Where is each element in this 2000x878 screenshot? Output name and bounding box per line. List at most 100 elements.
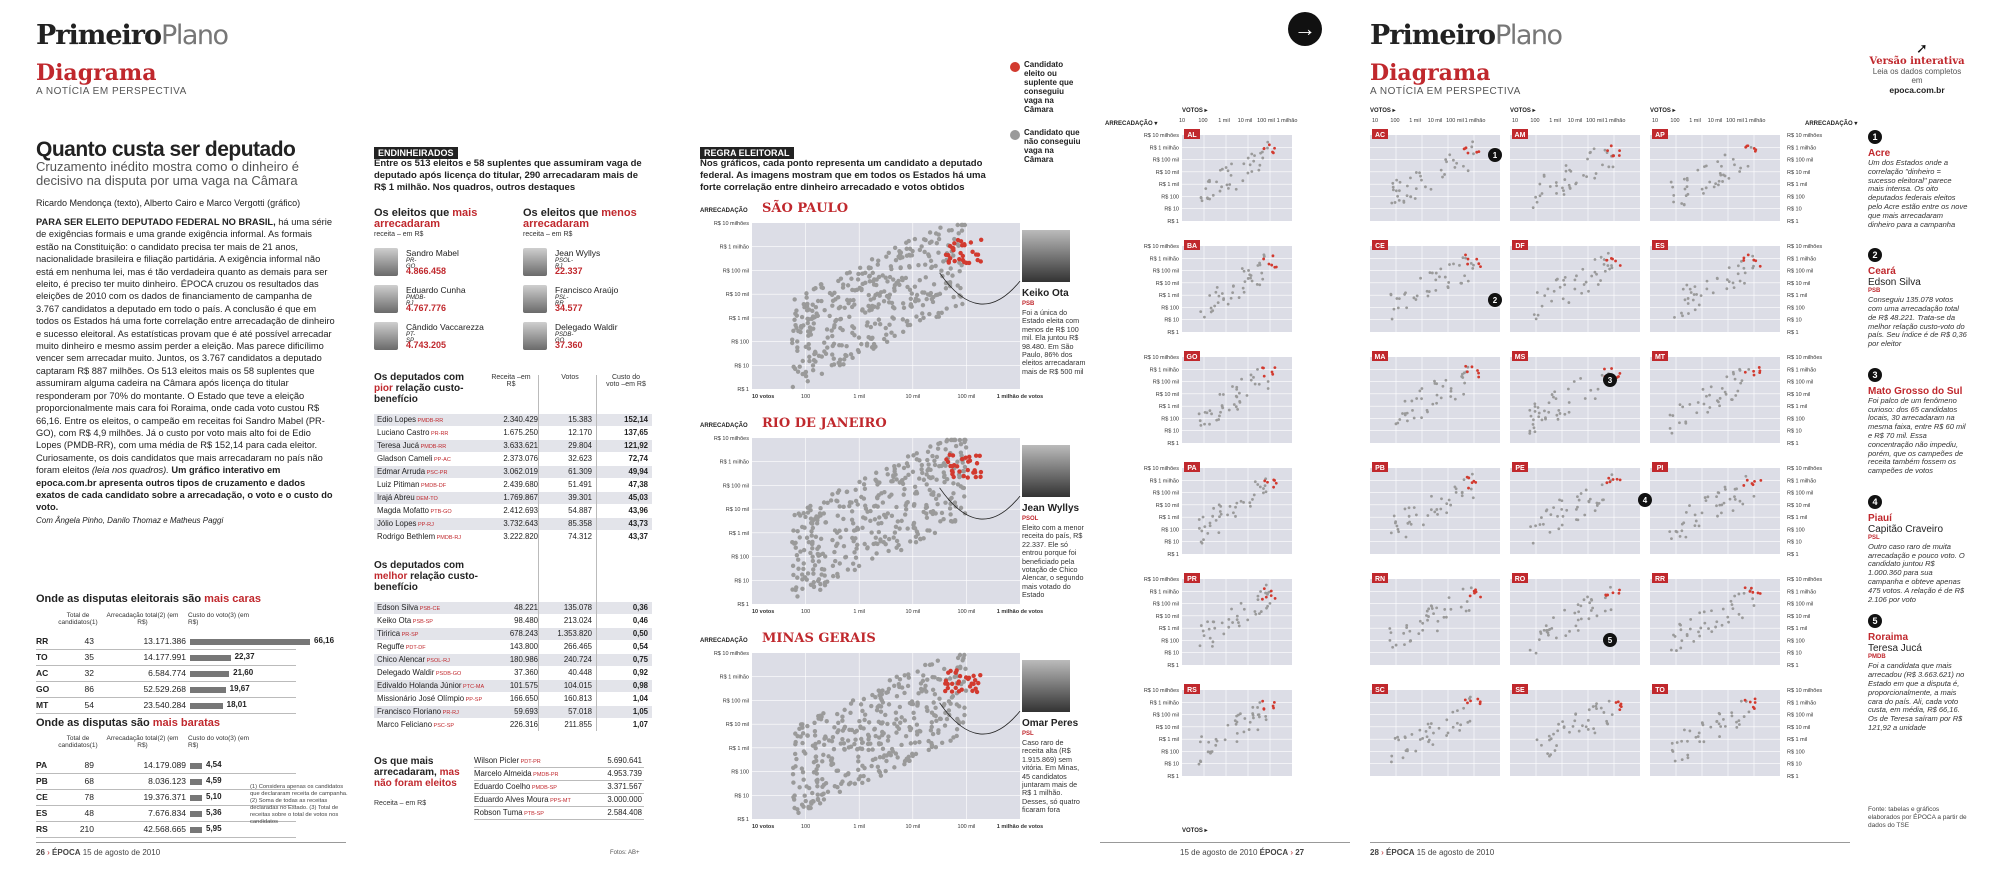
state-label: RS (1187, 687, 1197, 694)
candidate-dot-gray (900, 481, 906, 486)
candidate-dot-gray (1737, 723, 1741, 726)
candidate-dot-gray (958, 505, 964, 511)
candidate-dot-gray (936, 250, 941, 255)
candidate-dot-gray (1557, 408, 1561, 412)
candidate-dot-gray (1540, 192, 1544, 195)
candidate-dot-gray (815, 298, 821, 304)
y-tick: R$ 10 milhões (1144, 688, 1179, 694)
candidate-dot-gray (1266, 380, 1270, 383)
candidate-dot-gray (1259, 610, 1263, 613)
deputy-votos: 54.887 (568, 506, 592, 515)
candidate-dot-gray (1440, 497, 1443, 501)
candidate-dot-gray (1446, 731, 1450, 735)
candidate-dot-gray (870, 747, 875, 752)
candidate-dot-gray (894, 504, 899, 510)
candidate-dot-gray (1737, 719, 1741, 723)
candidate-dot-gray (792, 751, 798, 757)
candidate-dot-gray (914, 729, 920, 734)
candidate-dot-gray (909, 253, 915, 258)
candidate-dot-gray (1531, 423, 1535, 426)
candidate-dot-gray (1447, 498, 1451, 502)
candidate-dot-gray (1250, 170, 1254, 173)
candidate-dot-gray (1704, 186, 1708, 190)
y-tick: R$ 10 milhões (1144, 133, 1179, 139)
candidate-dot-gray (898, 720, 903, 725)
candidate-dot-gray (1534, 524, 1537, 528)
candidate-dot-gray (812, 563, 818, 568)
candidate-dot-gray (1678, 535, 1682, 538)
section-subtitle-right: A NOTÍCIA EM PERSPECTIVA (1370, 86, 1521, 97)
candidate-dot-gray (1688, 627, 1692, 631)
candidate-dot-gray (1702, 402, 1706, 406)
candidate-dot-gray (941, 259, 946, 264)
h-custo: Custo do voto –em R$ (606, 374, 646, 388)
candidate-dot-gray (1731, 157, 1735, 161)
candidate-dot-gray (950, 273, 955, 278)
candidate-dot-gray (1472, 263, 1475, 267)
candidate-dot-gray (904, 319, 909, 324)
y-tick: R$ 10 mil (726, 292, 749, 298)
x-tick: 1 mil (853, 394, 865, 400)
cost-bar (190, 639, 310, 645)
candidate-dot-gray (1425, 735, 1429, 739)
candidate-dot-gray (895, 724, 900, 729)
source: Fonte: tabelas e gráficos elaborados por… (1868, 806, 1967, 829)
candidate-dot-gray (1528, 429, 1532, 433)
candidate-dot-gray (1441, 384, 1445, 388)
candidate-dot-gray (857, 479, 862, 485)
row-uf: RS (36, 824, 48, 834)
candidate-dot-gray (934, 314, 939, 320)
candidate-dot-gray (936, 441, 941, 446)
candidate-dot-gray (1231, 291, 1235, 295)
candidate-dot-gray (929, 296, 935, 302)
candidate-dot-gray (810, 521, 815, 526)
note-party: PMDB (1868, 654, 1886, 661)
next-page-arrow-icon[interactable]: → (1288, 12, 1322, 46)
candidate-dot-gray (935, 446, 941, 451)
candidate-dot-gray (912, 284, 918, 289)
candidate-dot-gray (948, 266, 953, 271)
candidate-dot-gray (833, 558, 838, 564)
candidate-dot-red (1477, 150, 1481, 153)
candidate-dot-gray (887, 322, 892, 327)
candidate-dot-gray (914, 491, 920, 496)
cost-bar (190, 671, 230, 677)
candidate-dot-red (951, 474, 956, 480)
plot-area (1370, 246, 1500, 332)
candidate-dot-gray (932, 462, 938, 468)
candidate-dot-gray (1215, 739, 1219, 743)
y-tick: R$ 1 (1787, 552, 1799, 558)
candidate-dot-red (973, 686, 978, 691)
candidate-dot-red (955, 237, 961, 243)
candidate-dot-gray (1235, 732, 1239, 735)
marker-number: 4 (1643, 496, 1648, 505)
y-tick: R$ 100 (1787, 416, 1805, 422)
candidate-value: 22.337 (555, 266, 583, 276)
col-candidatos: Total de candidatos(1) (58, 612, 98, 626)
candidate-dot-gray (1421, 628, 1425, 632)
candidate-dot-gray (866, 747, 871, 753)
deputy-name: Irajá Abreu DEM-TO (377, 493, 438, 502)
candidate-dot-gray (1391, 188, 1395, 192)
col-candidatos-2: Total de candidatos(1) (58, 735, 98, 749)
candidate-dot-gray (886, 548, 891, 554)
candidate-dot-red (1261, 699, 1265, 703)
candidate-dot-red (1262, 587, 1266, 591)
candidate-dot-gray (1727, 176, 1731, 180)
candidate-dot-gray (862, 476, 868, 481)
versao-interativa[interactable]: Versão interativa Leia os dados completo… (1869, 56, 1965, 95)
candidate-dot-red (978, 469, 984, 475)
candidate-dot-gray (1218, 515, 1221, 519)
candidate-dot-gray (1200, 199, 1204, 203)
candidate-dot-gray (892, 721, 897, 726)
y-tick: R$ 1 (1167, 441, 1179, 447)
candidate-dot-gray (1727, 266, 1731, 270)
candidate-dot-gray (842, 707, 847, 713)
candidate-dot-gray (1252, 375, 1255, 379)
candidate-dot-gray (934, 240, 940, 246)
candidate-dot-red (960, 257, 966, 263)
candidate-dot-gray (1469, 261, 1473, 265)
deputy-name: Tiririca PR-SP (377, 629, 419, 638)
candidate-dot-gray (1237, 296, 1241, 299)
candidate-dot-gray (1534, 651, 1538, 655)
